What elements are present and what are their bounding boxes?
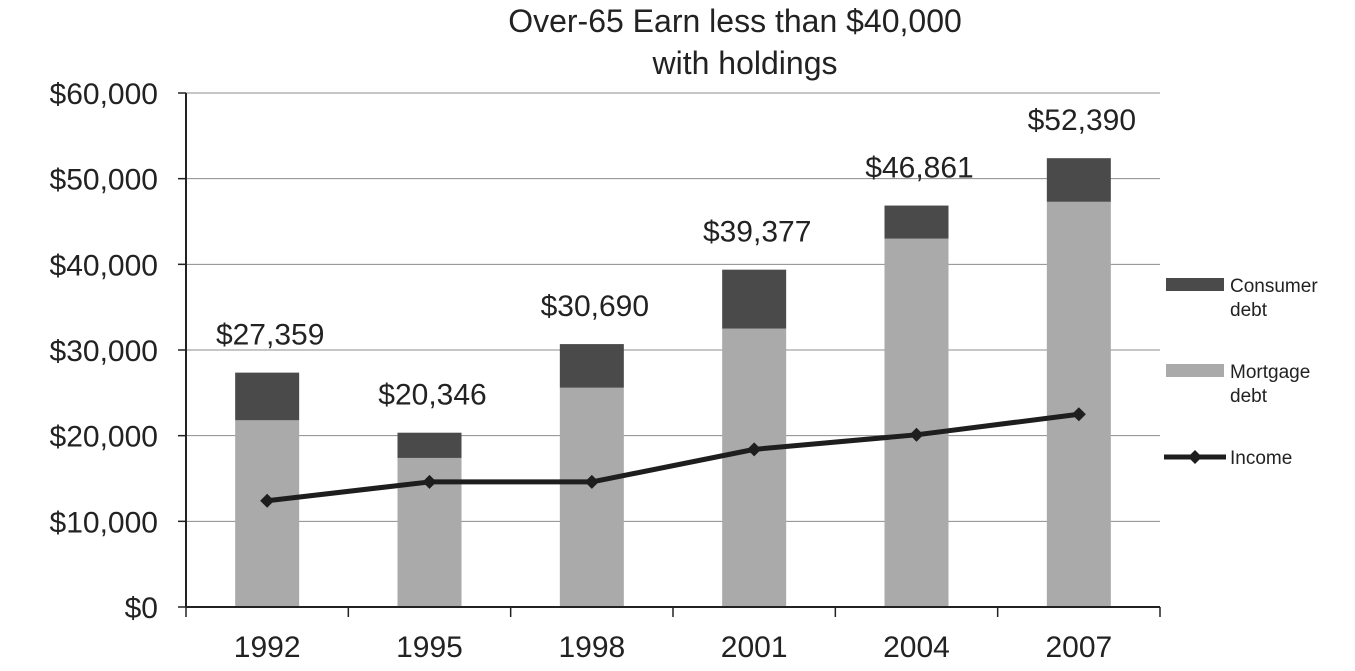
y-axis-ticks: $0 $10,000 $20,000 $30,000 $40,000 $50,000 $60… xyxy=(50,78,186,625)
income-point-1998 xyxy=(584,474,599,489)
bar-consumer-debt-2001 xyxy=(722,269,787,329)
bar-mortgage-debt-2001 xyxy=(722,328,787,607)
y-tick-label: $30,000 xyxy=(50,335,158,368)
y-tick-label: $10,000 xyxy=(50,506,158,539)
income-line xyxy=(260,407,1086,508)
x-axis-ticks: 1992 1995 1998 2001 2004 2007 xyxy=(185,607,1161,664)
total-label-1992: $27,359 xyxy=(216,319,324,352)
income-point-1995 xyxy=(422,474,437,489)
income-point-1992 xyxy=(260,493,275,508)
x-tick-label-2004: 2004 xyxy=(883,631,950,664)
legend: Consumer debt Mortgage debt Income xyxy=(1164,276,1318,469)
bar-consumer-debt-2007 xyxy=(1046,158,1111,202)
x-tick-label-2001: 2001 xyxy=(721,631,788,664)
bar-consumer-debt-1995 xyxy=(397,432,462,458)
bar-mortgage-debt-1998 xyxy=(559,387,624,607)
legend-label-0: Consumer xyxy=(1230,276,1318,297)
x-tick-label-1992: 1992 xyxy=(234,631,301,664)
bar-mortgage-debt-1992 xyxy=(235,420,300,607)
legend-swatch-1 xyxy=(1166,364,1224,377)
legend-label-1: debt xyxy=(1230,386,1268,407)
total-label-1995: $20,346 xyxy=(378,379,486,412)
x-tick-label-1998: 1998 xyxy=(558,631,625,664)
bar-mortgage-debt-2007 xyxy=(1046,201,1111,607)
income-point-2001 xyxy=(747,442,762,457)
bar-consumer-debt-1998 xyxy=(559,344,624,388)
legend-label-1: Mortgage xyxy=(1230,362,1310,383)
legend-marker-2 xyxy=(1188,450,1202,464)
chart-title-line-1: Over-65 Earn less than $40,000 xyxy=(508,3,962,39)
bar-consumer-debt-1992 xyxy=(235,372,300,421)
legend-label-0: debt xyxy=(1230,300,1268,321)
chart-title-line-2: with holdings xyxy=(652,45,838,81)
legend-label-2: Income xyxy=(1230,448,1292,469)
total-labels: $27,359 $20,346 $30,690 $39,377 $46,861 $52,3… xyxy=(216,104,1136,412)
total-label-2001: $39,377 xyxy=(703,216,811,249)
y-tick-label: $40,000 xyxy=(50,249,158,282)
bar-mortgage-debt-2004 xyxy=(884,238,949,607)
legend-swatch-0 xyxy=(1166,278,1224,291)
bars xyxy=(235,158,1111,607)
income-line-path xyxy=(266,411,1080,504)
y-tick-label: $60,000 xyxy=(50,78,158,111)
x-tick-label-1995: 1995 xyxy=(396,631,463,664)
income-point-2004 xyxy=(909,427,924,442)
y-tick-label: $50,000 xyxy=(50,164,158,197)
total-label-1998: $30,690 xyxy=(541,290,649,323)
gridlines xyxy=(186,92,1160,522)
y-tick-label: $20,000 xyxy=(50,421,158,454)
y-tick-label: $0 xyxy=(125,592,158,625)
bar-consumer-debt-2004 xyxy=(884,205,949,239)
total-label-2007: $52,390 xyxy=(1028,104,1136,137)
total-label-2004: $46,861 xyxy=(865,152,973,185)
x-tick-label-2007: 2007 xyxy=(1045,631,1112,664)
income-point-2007 xyxy=(1071,407,1086,422)
